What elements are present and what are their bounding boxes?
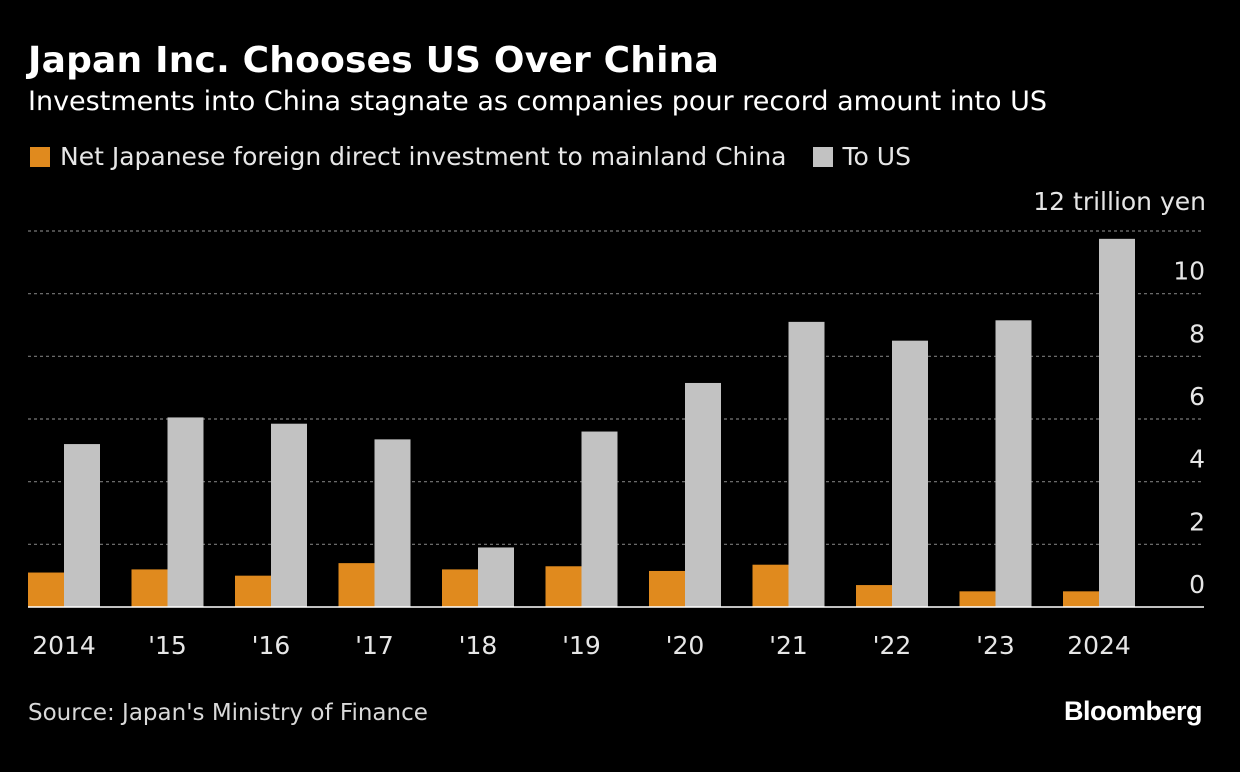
x-tick-label: '16 [252, 631, 291, 660]
y-tick-label: 10 [1173, 257, 1205, 286]
x-tick-label: '20 [666, 631, 705, 660]
bar-us [581, 431, 618, 607]
bar-china [442, 569, 478, 607]
bloomberg-logo: Bloomberg [1063, 696, 1203, 726]
legend-label-china: Net Japanese foreign direct investment t… [60, 142, 787, 171]
bar-us [995, 320, 1032, 607]
bar-us [271, 423, 307, 607]
x-tick-label: '15 [148, 631, 187, 660]
chart-subtitle: Investments into China stagnate as compa… [28, 86, 1048, 117]
bar-china [545, 566, 582, 607]
bar-china [959, 591, 996, 607]
bar-us [374, 439, 411, 607]
bar-china [856, 585, 892, 607]
bar-china [752, 564, 789, 607]
x-tick-label: '21 [769, 631, 808, 660]
bar-china [131, 569, 168, 607]
y-axis-unit-label: 12 trillion yen [1033, 187, 1206, 216]
x-tick-label: '23 [976, 631, 1015, 660]
bar-us [167, 417, 204, 607]
y-tick-label: 0 [1189, 570, 1205, 599]
y-tick-label: 6 [1189, 382, 1205, 411]
x-tick-label: '18 [459, 631, 498, 660]
y-tick-label: 2 [1189, 507, 1205, 536]
bar-china [649, 570, 685, 607]
bar-china [235, 575, 271, 607]
bar-china [1063, 591, 1099, 607]
bar-us [788, 321, 825, 607]
bar-us [64, 444, 100, 607]
y-tick-label: 4 [1189, 445, 1205, 474]
legend-label-us: To US [842, 142, 911, 171]
legend-item-china: Net Japanese foreign direct investment t… [30, 142, 787, 171]
chart-title: Japan Inc. Chooses US Over China [28, 40, 719, 81]
legend-swatch-us [812, 146, 833, 167]
x-tick-label: '17 [355, 631, 394, 660]
bar-china [338, 563, 375, 607]
legend-swatch-china [30, 146, 50, 167]
x-tick-label: '22 [873, 631, 912, 660]
source-note: Source: Japan's Ministry of Finance [28, 700, 428, 726]
x-tick-label: 2024 [1067, 631, 1131, 660]
legend: Net Japanese foreign direct investment t… [30, 142, 937, 171]
bar-us [685, 382, 721, 607]
legend-item-us: To US [812, 142, 911, 171]
y-tick-label: 8 [1189, 319, 1205, 348]
bar-us [1099, 238, 1135, 608]
x-tick-label: 2014 [32, 631, 96, 660]
bar-us [478, 547, 514, 607]
bar-us [892, 340, 928, 607]
x-tick-label: '19 [562, 631, 601, 660]
bar-china [28, 572, 64, 607]
